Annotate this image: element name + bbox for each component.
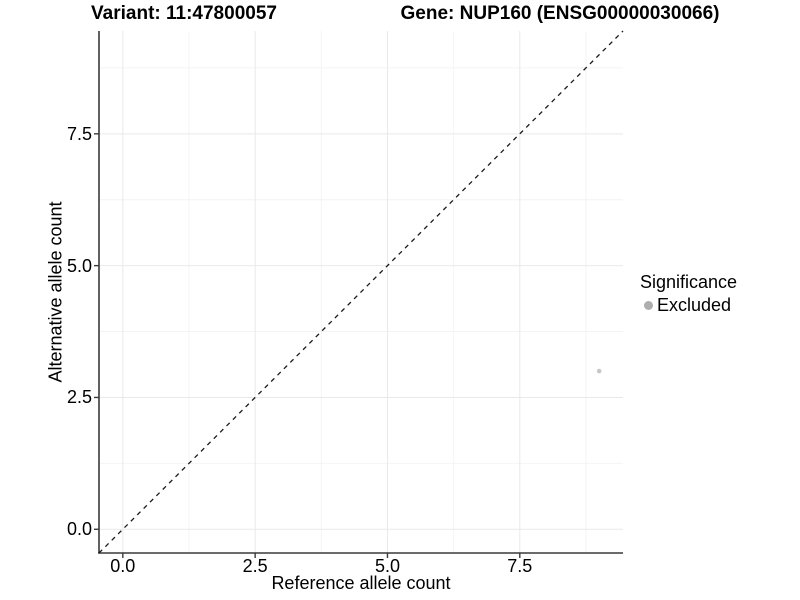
legend-title: Significance <box>640 272 738 292</box>
x-tick-label: 2.5 <box>242 556 268 576</box>
x-tick-label: 7.5 <box>507 556 533 576</box>
y-tick-label: 5.0 <box>66 255 92 276</box>
variant-title: Variant: 11:47800057 <box>91 3 277 24</box>
excluded-point-icon <box>644 300 653 310</box>
x-axis-label: Reference allele count <box>271 573 451 593</box>
data-point <box>596 368 602 374</box>
y-tick-label: 0.0 <box>66 519 92 540</box>
legend: Significance Excluded <box>640 272 737 315</box>
y-tick-label: 2.5 <box>66 387 92 408</box>
legend-item-label: Excluded <box>657 295 732 315</box>
legend-item-excluded: Excluded <box>640 295 737 315</box>
x-tick-label: 0.0 <box>110 556 136 576</box>
y-tick-label: 7.5 <box>66 123 92 144</box>
identity-reference-line <box>98 30 624 554</box>
x-tick-label: 5.0 <box>374 556 400 576</box>
y-axis-label: Alternative allele count <box>45 201 66 383</box>
gene-title: Gene: NUP160 (ENSG00000030066) <box>400 3 720 24</box>
